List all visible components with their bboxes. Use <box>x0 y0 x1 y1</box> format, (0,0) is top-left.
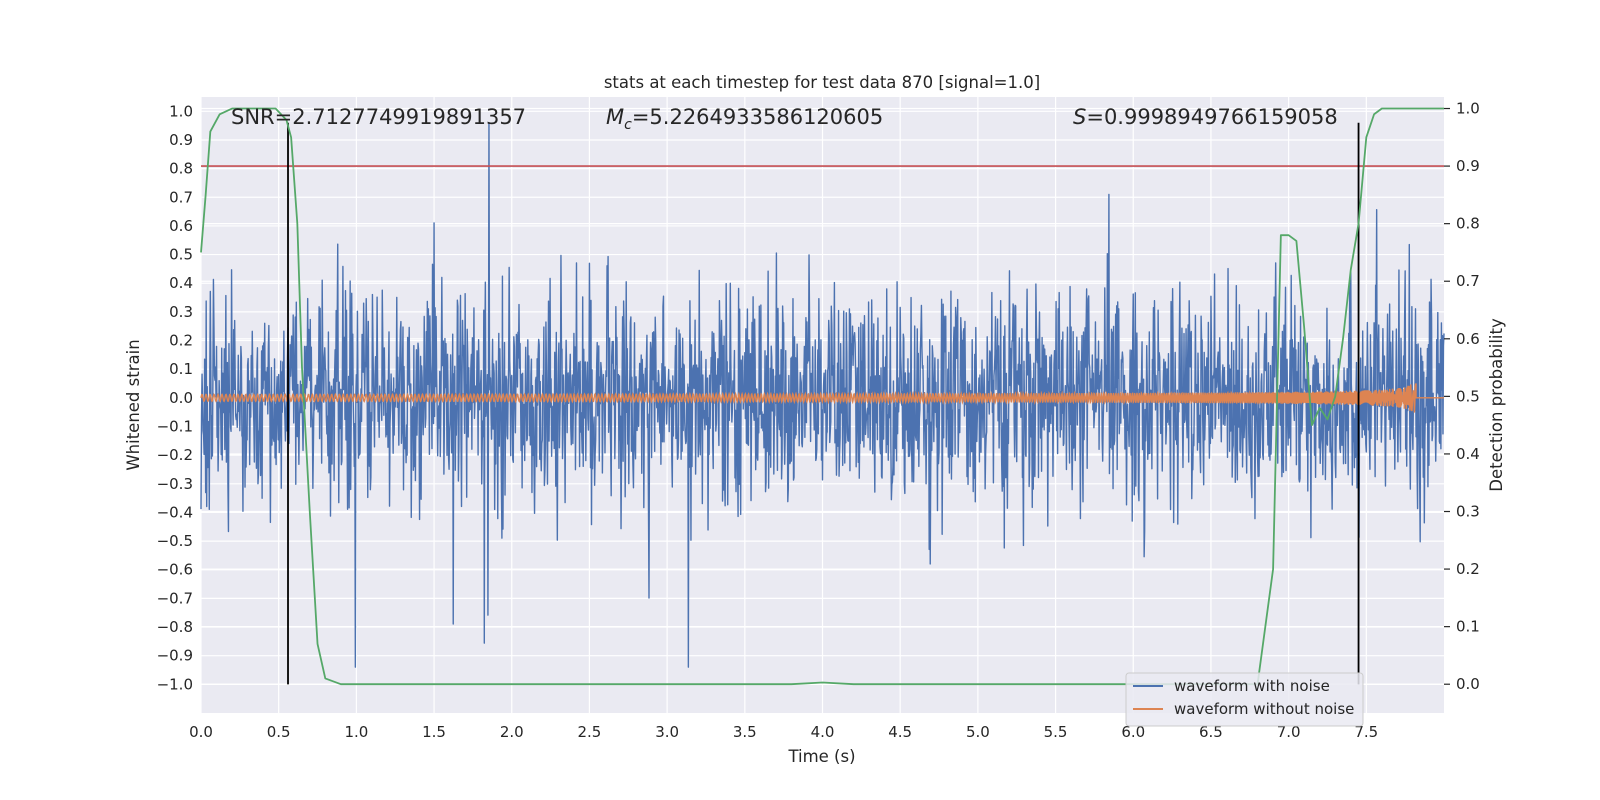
x-tick-label: 3.0 <box>655 723 679 741</box>
right-y-tick-label: 0.7 <box>1456 272 1480 290</box>
chart-title: stats at each timestep for test data 870… <box>604 73 1040 92</box>
left-y-axis-label: Whitened strain <box>124 339 143 470</box>
right-y-tick-label: 0.0 <box>1456 675 1480 693</box>
chirp-mass-annotation: Mc=5.2264933586120605 <box>606 105 883 133</box>
chirp-mass-subscript: c <box>624 117 632 133</box>
left-y-tick-label: −0.2 <box>157 446 193 464</box>
chirp-mass-value: =5.2264933586120605 <box>632 105 883 129</box>
left-y-tick-label: 0.3 <box>169 303 193 321</box>
left-y-tick-label: 0.6 <box>169 217 193 235</box>
left-y-tick-label: 0.7 <box>169 188 193 206</box>
left-y-tick-label: −1.0 <box>157 675 193 693</box>
right-y-tick-label: 0.9 <box>1456 157 1480 175</box>
right-y-tick-label: 0.1 <box>1456 618 1480 636</box>
left-y-tick-label: 0.5 <box>169 246 193 264</box>
left-y-tick-label: 0.8 <box>169 160 193 178</box>
x-tick-label: 3.5 <box>733 723 757 741</box>
series-waveform-without-noise <box>200 383 1444 413</box>
x-tick-label: 5.5 <box>1044 723 1068 741</box>
x-tick-label: 6.0 <box>1121 723 1145 741</box>
right-y-axis-label: Detection probability <box>1487 318 1506 492</box>
s-annotation: S=0.9998949766159058 <box>1073 105 1338 129</box>
clean-waveform-line <box>200 383 1444 413</box>
right-y-tick-label: 0.2 <box>1456 560 1480 578</box>
x-tick-label: 7.0 <box>1277 723 1301 741</box>
left-y-tick-label: 0.1 <box>169 360 193 378</box>
right-y-tick-label: 0.5 <box>1456 387 1480 405</box>
chirp-mass-symbol: M <box>606 105 624 129</box>
x-tick-label: 2.0 <box>500 723 524 741</box>
left-y-tick-label: −0.1 <box>157 417 193 435</box>
s-symbol: S <box>1073 105 1086 129</box>
legend: waveform with noise waveform without noi… <box>1125 672 1364 727</box>
left-y-tick-label: −0.9 <box>157 647 193 665</box>
x-tick-label: 6.5 <box>1199 723 1223 741</box>
left-y-axis-ticks: 1.0 0.9 0.8 0.7 0.6 0.5 0.4 0.3 0.2 0.1 0.0 −0.1 −0.… <box>157 102 193 693</box>
series-waveform-with-noise <box>200 122 1445 668</box>
right-y-tick-label: 0.4 <box>1456 445 1480 463</box>
x-tick-label: 4.5 <box>888 723 912 741</box>
left-y-tick-label: 0.9 <box>169 131 193 149</box>
legend-label-clean: waveform without noise <box>1174 700 1354 718</box>
right-y-tick-label: 0.8 <box>1456 215 1480 233</box>
x-axis-label: Time (s) <box>787 747 855 766</box>
left-y-tick-label: −0.3 <box>157 475 193 493</box>
x-tick-label: 2.5 <box>578 723 602 741</box>
series-detection-probability <box>200 107 1444 686</box>
left-y-tick-label: −0.8 <box>157 618 193 636</box>
detection-probability-line <box>200 107 1444 686</box>
x-tick-label: 7.5 <box>1354 723 1378 741</box>
left-y-tick-label: 0.4 <box>169 274 193 292</box>
x-tick-label: 5.0 <box>966 723 990 741</box>
snr-annotation: SNR=2.7127749919891357 <box>231 105 526 129</box>
x-tick-label: 0.0 <box>189 723 213 741</box>
x-tick-label: 1.0 <box>344 723 368 741</box>
x-axis-ticks: 0.0 0.5 1.0 1.5 2.0 2.5 3.0 3.5 4.0 4.5 5.0 5.5 6.0 6… <box>189 723 1378 741</box>
legend-label-noise: waveform with noise <box>1174 677 1330 695</box>
left-y-tick-label: −0.7 <box>157 589 193 607</box>
x-tick-label: 4.0 <box>811 723 835 741</box>
left-y-tick-label: 1.0 <box>169 102 193 120</box>
x-tick-label: 1.5 <box>422 723 446 741</box>
s-value: =0.9998949766159058 <box>1086 105 1337 129</box>
right-y-tick-label: 1.0 <box>1456 100 1480 118</box>
left-y-tick-label: −0.4 <box>157 503 193 521</box>
right-y-tick-label: 0.3 <box>1456 503 1480 521</box>
left-y-tick-label: −0.6 <box>157 561 193 579</box>
right-y-tick-label: 0.6 <box>1456 330 1480 348</box>
noise-waveform-line <box>200 122 1445 668</box>
x-tick-label: 0.5 <box>267 723 291 741</box>
left-y-tick-label: 0.0 <box>169 389 193 407</box>
left-y-tick-label: 0.2 <box>169 332 193 350</box>
left-y-tick-label: −0.5 <box>157 532 193 550</box>
right-y-axis-ticks: 1.0 0.9 0.8 0.7 0.6 0.5 0.4 0.3 0.2 0.1 0.0 <box>1444 100 1480 693</box>
legend-box <box>1125 672 1364 727</box>
